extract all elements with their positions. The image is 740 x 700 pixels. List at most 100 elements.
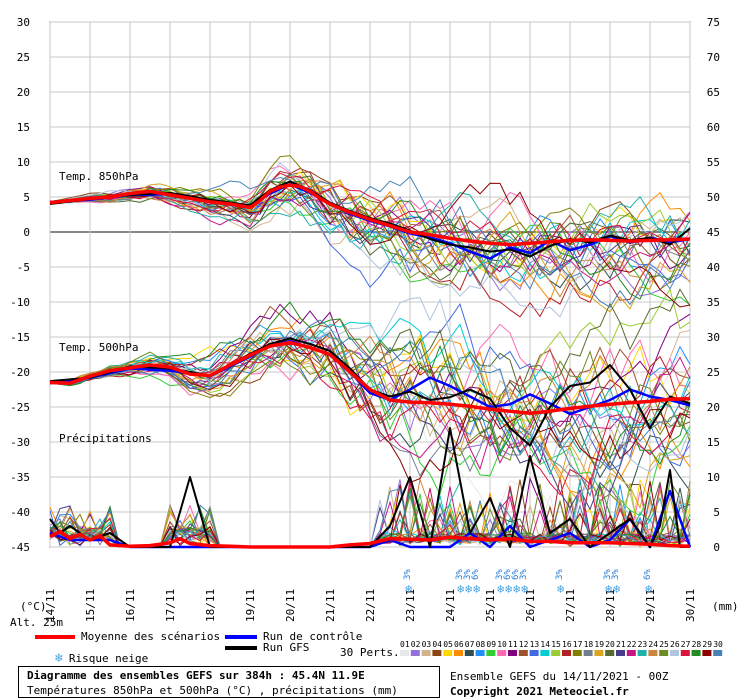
right-tick-label: 20 (707, 401, 720, 414)
member-number: 22 (627, 640, 637, 649)
ensemble-run-label: Ensemble GEFS du 14/11/2021 - 00Z (450, 670, 669, 683)
member-swatch (497, 650, 507, 656)
snow-risk-percent: 3% (555, 569, 565, 580)
legend-gfs: Run GFS (225, 641, 309, 654)
member-swatch (616, 650, 625, 656)
snow-risk-percent: 3% (463, 569, 473, 580)
t850-label: Temp. 850hPa (59, 170, 138, 183)
member-swatch (540, 650, 550, 656)
snow-risk-percent: 6% (471, 569, 481, 580)
legend-control: Run de contrôle (225, 630, 362, 643)
legend-gfs-text: Run GFS (263, 641, 310, 654)
snowflake-icon: ❄ (473, 582, 480, 596)
member-swatch (680, 650, 690, 656)
left-tick-label: 0 (23, 226, 30, 239)
member-swatch (421, 650, 431, 656)
left-tick-label: 10 (17, 156, 30, 169)
control-swatch (225, 635, 257, 639)
member-swatch (410, 650, 420, 656)
x-tick-label: 24/11 (444, 589, 457, 622)
snow-risk-markers: 3%❄3%❄3%❄6%❄3%❄6%❄6%❄3%❄3%❄3%❄3%❄6%❄ (403, 569, 653, 596)
snow-risk-percent: 6% (643, 569, 653, 580)
member-number: 07 (465, 640, 475, 649)
right-tick-label: 30 (707, 331, 720, 344)
member-number: 05 (443, 640, 453, 649)
member-swatch (443, 650, 453, 656)
snow-risk-percent: 3% (603, 569, 613, 580)
member-number: 12 (519, 640, 529, 649)
left-tick-label: 30 (17, 16, 30, 29)
member-number: 11 (508, 640, 518, 649)
left-tick-label: -40 (10, 506, 30, 519)
left-tick-label: 5 (23, 191, 30, 204)
member-line-500 (49, 317, 691, 426)
snowflake-icon: ❄ (645, 582, 652, 596)
member-swatch (605, 650, 615, 656)
x-tick-label: 19/11 (244, 589, 257, 622)
member-number: 30 (713, 640, 723, 649)
snowflake-icon: ❄ (521, 582, 528, 596)
snowflake-icon: ❄ (497, 582, 504, 596)
t500-label: Temp. 500hPa (59, 341, 138, 354)
left-tick-label: 20 (17, 86, 30, 99)
right-tick-label: 45 (707, 226, 720, 239)
snowflake-icon: ❄ (55, 651, 63, 666)
member-swatch (518, 650, 528, 656)
copyright: Copyright 2021 Meteociel.fr (450, 685, 629, 698)
member-number: 15 (551, 640, 561, 649)
x-tick-label: 20/11 (284, 589, 297, 622)
series-line (49, 529, 691, 549)
member-swatch (551, 650, 561, 656)
legend-mean-text: Moyenne des scénarios (81, 630, 221, 643)
snow-risk-percent: 3% (519, 569, 529, 580)
member-swatch (464, 650, 474, 656)
member-swatch (529, 650, 539, 656)
snowflake-icon: ❄ (613, 582, 620, 596)
member-number: 10 (497, 640, 507, 649)
legend-mean: Moyenne des scénarios (35, 630, 220, 643)
snowflake-icon: ❄ (405, 582, 412, 596)
member-number: 04 (432, 640, 442, 649)
x-tick-label: 14/11 (44, 589, 57, 622)
member-number: 24 (648, 640, 658, 649)
member-swatch (475, 650, 485, 656)
member-swatch (508, 650, 517, 656)
member-number: 27 (681, 640, 691, 649)
member-line-850 (49, 176, 691, 298)
gfs-swatch (225, 646, 257, 650)
member-line-500 (49, 319, 691, 497)
member-number: 03 (422, 640, 432, 649)
x-tick-label: 26/11 (524, 589, 537, 622)
right-tick-label: 15 (707, 436, 720, 449)
left-tick-label: -25 (10, 401, 30, 414)
snow-risk-percent: 3% (611, 569, 621, 580)
right-tick-label: 10 (707, 471, 720, 484)
legend-control-text: Run de contrôle (263, 630, 363, 643)
snowflake-icon: ❄ (505, 582, 512, 596)
member-number: 08 (476, 640, 486, 649)
right-tick-label: 0 (713, 541, 720, 554)
legend-snow-text: Risque neige (68, 652, 149, 665)
member-line-850 (49, 172, 691, 258)
x-tick-label: 29/11 (644, 589, 657, 622)
x-tick-label: 17/11 (164, 589, 177, 622)
snow-risk-percent: 6% (503, 569, 513, 580)
member-line-850 (49, 179, 691, 313)
member-swatch (637, 650, 647, 656)
member-number: 16 (562, 640, 572, 649)
legend-snow: ❄ Risque neige (55, 651, 148, 666)
x-tick-label: 25/11 (484, 589, 497, 622)
member-swatch (659, 650, 669, 656)
series-line (49, 183, 691, 247)
member-swatch (486, 650, 496, 656)
right-tick-label: 60 (707, 121, 720, 134)
left-tick-label: -35 (10, 471, 30, 484)
member-number: 02 (411, 640, 421, 649)
perts-label: 30 Perts. (340, 646, 400, 659)
right-tick-label: 70 (707, 51, 720, 64)
member-number: 28 (692, 640, 702, 649)
snowflake-icon: ❄ (457, 582, 464, 596)
right-tick-label: 75 (707, 16, 720, 29)
